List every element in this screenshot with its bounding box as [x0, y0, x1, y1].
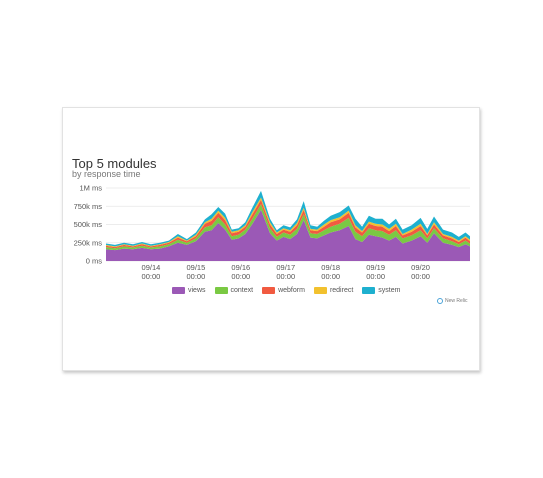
chart-subtitle: by response time: [72, 169, 141, 179]
x-tick-label-date: 09/14: [142, 263, 161, 272]
x-tick-label-date: 09/15: [186, 263, 205, 272]
chart-title: Top 5 modules: [72, 156, 157, 171]
legend-item-redirect[interactable]: redirect: [313, 287, 354, 294]
legend-swatch: [362, 287, 376, 294]
y-tick-label: 500k ms: [74, 220, 103, 229]
new-relic-logo-icon: [437, 298, 443, 304]
chart-legend: views context webform redirect system: [172, 287, 400, 294]
area-series-system: [106, 190, 470, 247]
area-series-context: [106, 204, 470, 251]
legend-item-views[interactable]: views: [172, 287, 206, 294]
x-tick-label-time: 00:00: [276, 272, 295, 281]
x-tick-label-date: 09/16: [231, 263, 250, 272]
x-tick-label-time: 00:00: [411, 272, 430, 281]
brand-label: New Relic: [445, 298, 468, 304]
legend-item-context[interactable]: context: [214, 287, 254, 294]
legend-label: system: [378, 287, 401, 294]
x-tick-label-time: 00:00: [231, 272, 250, 281]
legend-swatch: [214, 287, 228, 294]
x-tick-label-time: 00:00: [321, 272, 340, 281]
x-tick-label-date: 09/17: [276, 263, 295, 272]
x-tick-label-time: 00:00: [186, 272, 205, 281]
x-tick-label-date: 09/18: [321, 263, 340, 272]
y-tick-label: 1M ms: [80, 184, 103, 193]
x-tick-label-time: 00:00: [142, 272, 161, 281]
x-tick-label-date: 09/19: [366, 263, 385, 272]
brand-credit: New Relic: [437, 298, 468, 304]
area-series-webform: [106, 199, 470, 249]
area-series-views: [106, 209, 470, 261]
x-tick-label-time: 00:00: [366, 272, 385, 281]
legend-item-system[interactable]: system: [362, 287, 400, 294]
legend-item-webform[interactable]: webform: [262, 287, 305, 294]
y-tick-label: 750k ms: [74, 202, 103, 211]
y-tick-label: 250k ms: [74, 238, 103, 247]
y-tick-label: 0 ms: [86, 257, 103, 266]
legend-label: redirect: [329, 287, 354, 294]
legend-swatch: [172, 287, 185, 294]
legend-label: webform: [278, 287, 305, 294]
legend-swatch: [313, 287, 327, 294]
x-tick-label-date: 09/20: [411, 263, 430, 272]
legend-label: views: [188, 287, 206, 294]
legend-swatch: [262, 287, 276, 294]
legend-label: context: [230, 287, 254, 294]
